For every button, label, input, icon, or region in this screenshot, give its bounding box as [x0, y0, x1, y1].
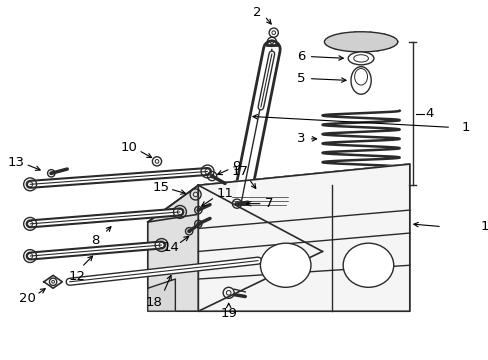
Ellipse shape [260, 243, 310, 287]
Ellipse shape [354, 68, 367, 85]
Text: 4: 4 [424, 107, 432, 120]
Polygon shape [44, 275, 62, 288]
Text: 5: 5 [297, 72, 305, 85]
Polygon shape [147, 279, 175, 311]
Ellipse shape [347, 52, 373, 65]
Text: 14: 14 [162, 241, 179, 254]
Text: 20: 20 [19, 292, 36, 305]
Text: 3: 3 [297, 132, 305, 145]
Polygon shape [198, 164, 409, 311]
Text: 10: 10 [121, 141, 138, 154]
Polygon shape [147, 185, 198, 311]
Text: 7: 7 [264, 197, 272, 210]
Text: 2: 2 [252, 6, 261, 19]
Text: 12: 12 [68, 270, 85, 283]
Polygon shape [324, 175, 397, 195]
Text: 17: 17 [231, 165, 248, 178]
Polygon shape [230, 194, 290, 210]
Ellipse shape [343, 243, 393, 287]
Text: 13: 13 [8, 156, 25, 169]
Polygon shape [147, 164, 409, 222]
Ellipse shape [324, 32, 397, 52]
Ellipse shape [353, 55, 367, 62]
Text: 19: 19 [220, 307, 237, 320]
Polygon shape [324, 32, 397, 52]
Ellipse shape [324, 175, 397, 195]
Text: 9: 9 [232, 160, 240, 174]
Polygon shape [198, 164, 409, 311]
Ellipse shape [350, 67, 370, 94]
Text: 6: 6 [297, 50, 305, 63]
Text: 11: 11 [216, 187, 233, 200]
Text: 1: 1 [460, 121, 468, 134]
Text: 15: 15 [152, 181, 169, 194]
Text: 16: 16 [479, 220, 488, 233]
Text: 8: 8 [91, 234, 100, 247]
Text: 18: 18 [145, 296, 163, 309]
